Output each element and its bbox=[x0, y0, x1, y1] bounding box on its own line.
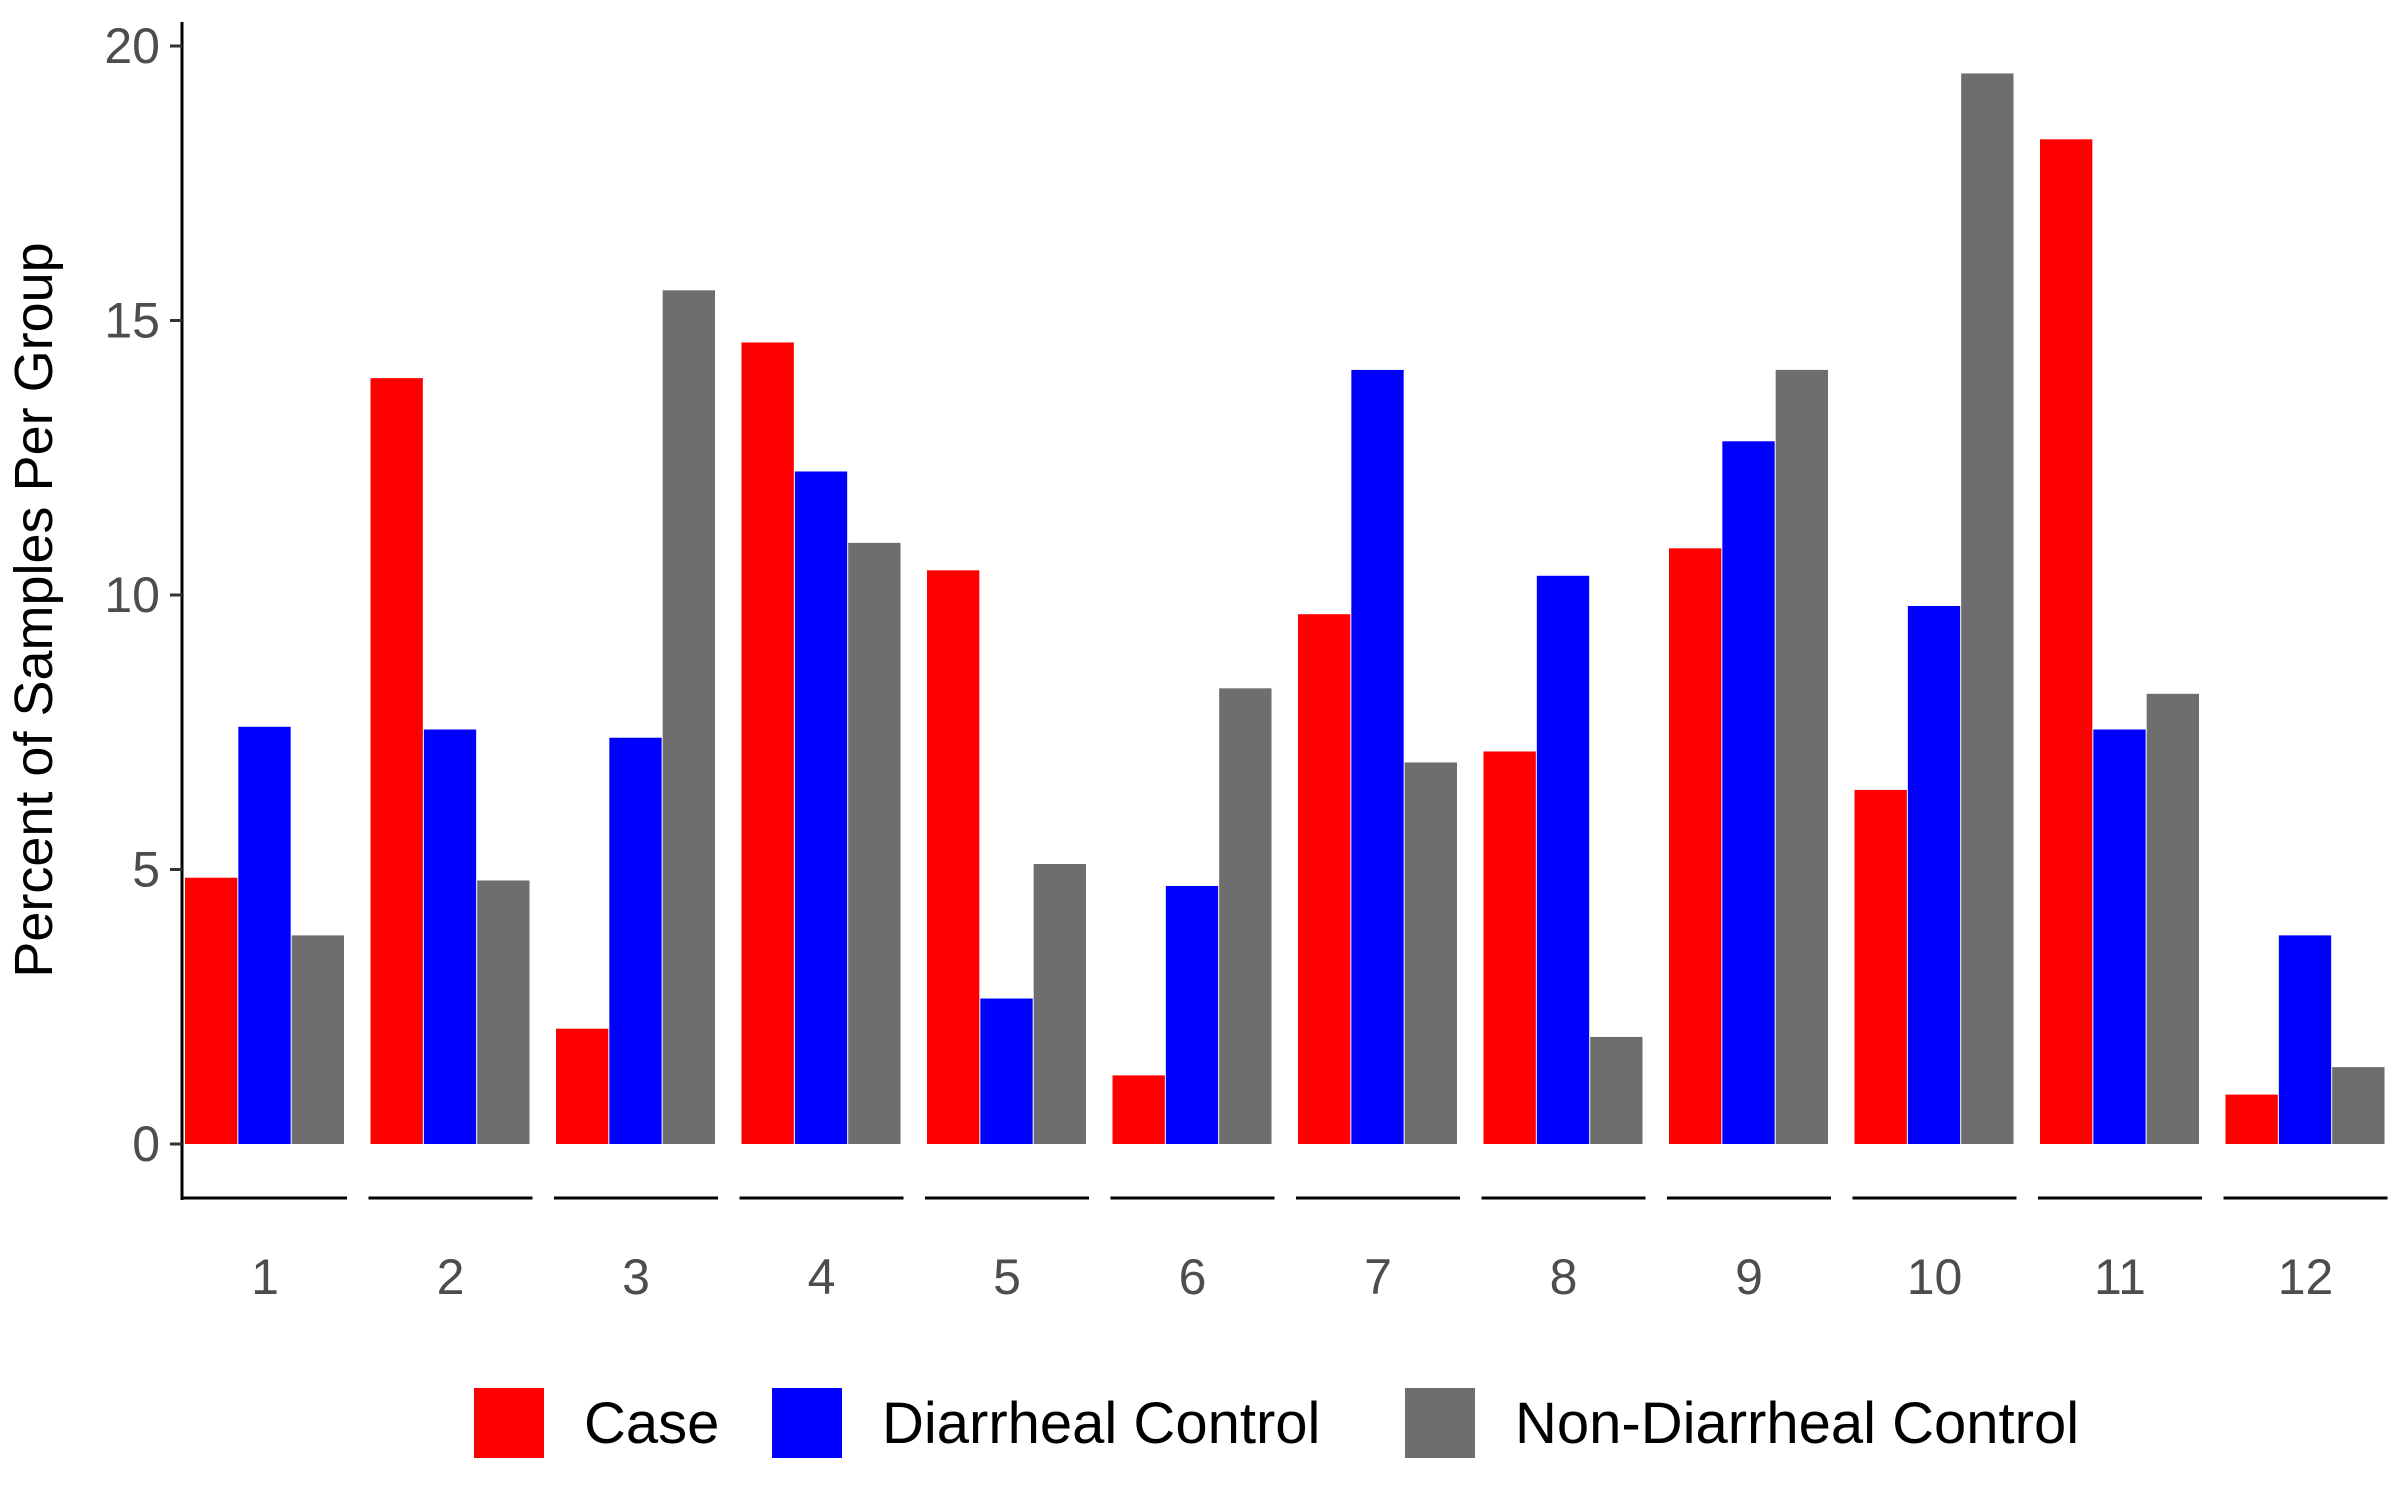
bar bbox=[848, 542, 901, 1144]
bar bbox=[1907, 605, 1961, 1144]
bar bbox=[1854, 789, 1907, 1144]
legend-label: Case bbox=[584, 1391, 719, 1456]
x-tick-label: 7 bbox=[1364, 1249, 1392, 1305]
legend-swatch bbox=[772, 1388, 842, 1458]
legend: Case Diarrheal Control Non-Diarrheal Contr… bbox=[474, 1388, 2079, 1458]
bar bbox=[1165, 885, 1219, 1144]
x-tick-label: 10 bbox=[1907, 1249, 1963, 1305]
bar bbox=[662, 290, 715, 1144]
bar bbox=[185, 877, 238, 1144]
bar bbox=[1669, 548, 1722, 1144]
bar bbox=[1112, 1075, 1165, 1144]
y-axis-title: Percent of Samples Per Group bbox=[4, 242, 64, 977]
bar bbox=[1590, 1036, 1643, 1144]
bar bbox=[1775, 369, 1828, 1144]
x-tick-label: 2 bbox=[437, 1249, 465, 1305]
legend-label: Non-Diarrheal Control bbox=[1515, 1391, 2079, 1456]
bar bbox=[423, 729, 477, 1144]
x-tick-label: 3 bbox=[622, 1249, 650, 1305]
bar bbox=[2093, 729, 2146, 1144]
x-tick-label: 12 bbox=[2278, 1249, 2334, 1305]
bar bbox=[2146, 693, 2199, 1144]
bar bbox=[1298, 614, 1351, 1144]
bar bbox=[370, 378, 423, 1144]
legend-swatch bbox=[474, 1388, 544, 1458]
x-tick-label: 5 bbox=[993, 1249, 1021, 1305]
x-tick-label: 8 bbox=[1550, 1249, 1578, 1305]
bar bbox=[2278, 935, 2332, 1144]
legend-swatch bbox=[1405, 1388, 1475, 1458]
y-tick-label: 15 bbox=[104, 293, 160, 349]
y-tick-label: 20 bbox=[104, 18, 160, 74]
bar bbox=[1351, 369, 1404, 1144]
bar bbox=[741, 342, 794, 1145]
bar bbox=[2332, 1067, 2385, 1144]
x-tick-label: 11 bbox=[2094, 1249, 2146, 1305]
bar bbox=[1033, 864, 1086, 1144]
bar bbox=[980, 998, 1033, 1144]
bar bbox=[291, 935, 344, 1144]
y-tick-label: 5 bbox=[132, 842, 160, 898]
bar bbox=[1722, 441, 1775, 1144]
bar bbox=[1219, 688, 1272, 1144]
x-tick-label: 4 bbox=[808, 1249, 836, 1305]
y-tick-label: 10 bbox=[104, 567, 160, 623]
x-tick-label: 1 bbox=[251, 1249, 279, 1305]
y-tick-label: 0 bbox=[132, 1116, 160, 1172]
x-tick-label: 6 bbox=[1179, 1249, 1207, 1305]
bars bbox=[185, 73, 2385, 1145]
bar bbox=[927, 570, 980, 1144]
bar bbox=[2225, 1094, 2278, 1144]
bar bbox=[1536, 575, 1590, 1144]
legend-label: Diarrheal Control bbox=[882, 1391, 1320, 1456]
bar bbox=[2040, 139, 2093, 1144]
bar bbox=[1961, 73, 2014, 1145]
bar bbox=[556, 1028, 609, 1144]
bar bbox=[1483, 751, 1536, 1144]
bar bbox=[1404, 762, 1457, 1144]
bar bbox=[477, 880, 530, 1144]
bar bbox=[238, 726, 291, 1144]
bar bbox=[609, 737, 662, 1144]
x-axis: 1 2 3 4 5 6 7 8 9 10 11 12 bbox=[183, 1196, 2388, 1305]
x-tick-label: 9 bbox=[1735, 1249, 1763, 1305]
bar bbox=[794, 471, 848, 1145]
y-axis-ticks: 0 5 10 15 20 bbox=[104, 18, 182, 1172]
